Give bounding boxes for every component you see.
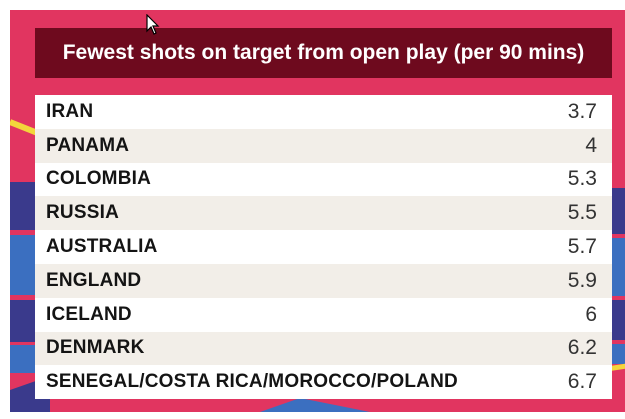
table-row: IRAN 3.7: [35, 95, 612, 129]
table-row: PANAMA 4: [35, 128, 612, 163]
country-name: IRAN: [46, 100, 94, 122]
table-row: RUSSIA 5.5: [35, 196, 612, 231]
shots-value: 6.7: [567, 370, 597, 394]
shots-value: 6.2: [567, 336, 597, 360]
country-name: AUSTRALIA: [46, 236, 158, 258]
country-name: RUSSIA: [46, 202, 119, 224]
table-row: AUSTRALIA 5.7: [35, 230, 612, 264]
table-row: DENMARK 6.2: [35, 331, 612, 366]
bottom-blue-shape: [260, 398, 370, 412]
country-name: COLOMBIA: [46, 168, 152, 190]
table-row: ENGLAND 5.9: [35, 263, 612, 298]
table-row: COLOMBIA 5.3: [35, 162, 612, 197]
chart-title: Fewest shots on target from open play (p…: [35, 28, 612, 78]
shots-value: 6: [585, 302, 597, 326]
shots-value: 5.7: [567, 235, 597, 259]
shots-value: 5.9: [567, 268, 597, 292]
mouse-pointer-icon: [146, 14, 160, 35]
table-row: SENEGAL/COSTA RICA/MOROCCO/POLAND 6.7: [35, 365, 612, 400]
country-name: PANAMA: [46, 134, 130, 156]
shots-value: 5.5: [567, 201, 597, 225]
shots-value: 3.7: [567, 99, 597, 123]
country-name: ICELAND: [46, 303, 132, 325]
stats-graphic: Fewest shots on target from open play (p…: [10, 10, 625, 412]
country-name: ENGLAND: [46, 269, 142, 291]
stats-table: IRAN 3.7 PANAMA 4 COLOMBIA 5.3 RUSSIA 5.5 AUSTRA…: [35, 95, 612, 400]
table-row: ICELAND 6: [35, 297, 612, 332]
shots-value: 4: [585, 133, 597, 157]
country-name: SENEGAL/COSTA RICA/MOROCCO/POLAND: [46, 371, 458, 393]
shots-value: 5.3: [567, 167, 597, 191]
country-name: DENMARK: [46, 337, 145, 359]
